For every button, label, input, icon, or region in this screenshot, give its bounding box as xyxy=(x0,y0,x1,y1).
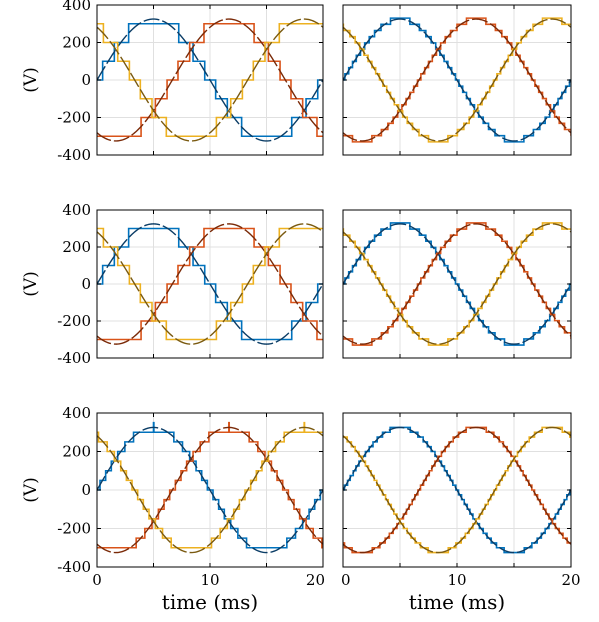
reference-phase-a xyxy=(343,18,571,142)
reference-phase-c xyxy=(343,426,571,554)
reference-phase-b xyxy=(343,223,571,345)
x-tick-label: 20 xyxy=(306,571,325,589)
series-phase-c xyxy=(97,22,323,138)
reference-phase-a xyxy=(343,223,571,345)
reference-phase-b xyxy=(97,223,323,345)
series-phase-b xyxy=(97,22,323,138)
y-axis-label: (V) xyxy=(21,477,41,503)
reference-phase-a xyxy=(343,426,571,554)
reference-phase-c xyxy=(343,223,571,345)
y-tick-label: -400 xyxy=(57,558,91,576)
reference-phase-b xyxy=(97,18,323,142)
reference-phase-a xyxy=(97,223,323,345)
subplot-3: 400 200 0 -200 -400 (V) xyxy=(21,201,324,367)
y-tick-label: -200 xyxy=(57,520,91,538)
x-axis-label: time (ms) xyxy=(162,590,258,614)
reference-phase-b xyxy=(343,18,571,142)
y-axis-label: (V) xyxy=(21,271,41,297)
y-tick-label: 400 xyxy=(62,0,91,14)
subplot-2 xyxy=(342,4,572,156)
series-phase-b xyxy=(97,227,323,341)
x-tick-label: 10 xyxy=(200,571,219,589)
reference-phase-a xyxy=(97,426,323,554)
reference-phase-c xyxy=(343,18,571,142)
y-axis-label: (V) xyxy=(21,67,41,93)
reference-phase-b xyxy=(97,426,323,554)
y-tick-label: 0 xyxy=(81,71,91,89)
series-phase-b xyxy=(97,421,323,549)
reference-phase-c xyxy=(97,426,323,554)
y-tick-label: -400 xyxy=(57,349,91,367)
subplot-6: 0 10 20 time (ms) xyxy=(341,412,581,614)
y-tick-label: 200 xyxy=(62,34,91,52)
x-tick-label: 20 xyxy=(561,571,580,589)
x-tick-label: 10 xyxy=(447,571,466,589)
y-tick-label: -200 xyxy=(57,312,91,330)
x-tick-label: 0 xyxy=(92,571,102,589)
subplot-4 xyxy=(342,209,572,359)
y-tick-label: 200 xyxy=(62,238,91,256)
y-tick-label: -200 xyxy=(57,109,91,127)
x-tick-label: 0 xyxy=(341,571,351,589)
y-tick-label: 0 xyxy=(81,481,91,499)
y-tick-label: 400 xyxy=(62,201,91,219)
reference-phase-c xyxy=(97,18,323,142)
y-tick-label: 0 xyxy=(81,275,91,293)
x-axis-label: time (ms) xyxy=(409,590,505,614)
series-phase-c xyxy=(97,227,323,341)
reference-phase-c xyxy=(97,223,323,345)
y-tick-label: 200 xyxy=(62,443,91,461)
subplot-1: 400 200 0 -200 -400 (V) xyxy=(21,0,324,164)
reference-phase-a xyxy=(97,18,323,142)
reference-phase-b xyxy=(343,426,571,554)
y-tick-label: 400 xyxy=(62,404,91,422)
y-tick-label: -400 xyxy=(57,146,91,164)
